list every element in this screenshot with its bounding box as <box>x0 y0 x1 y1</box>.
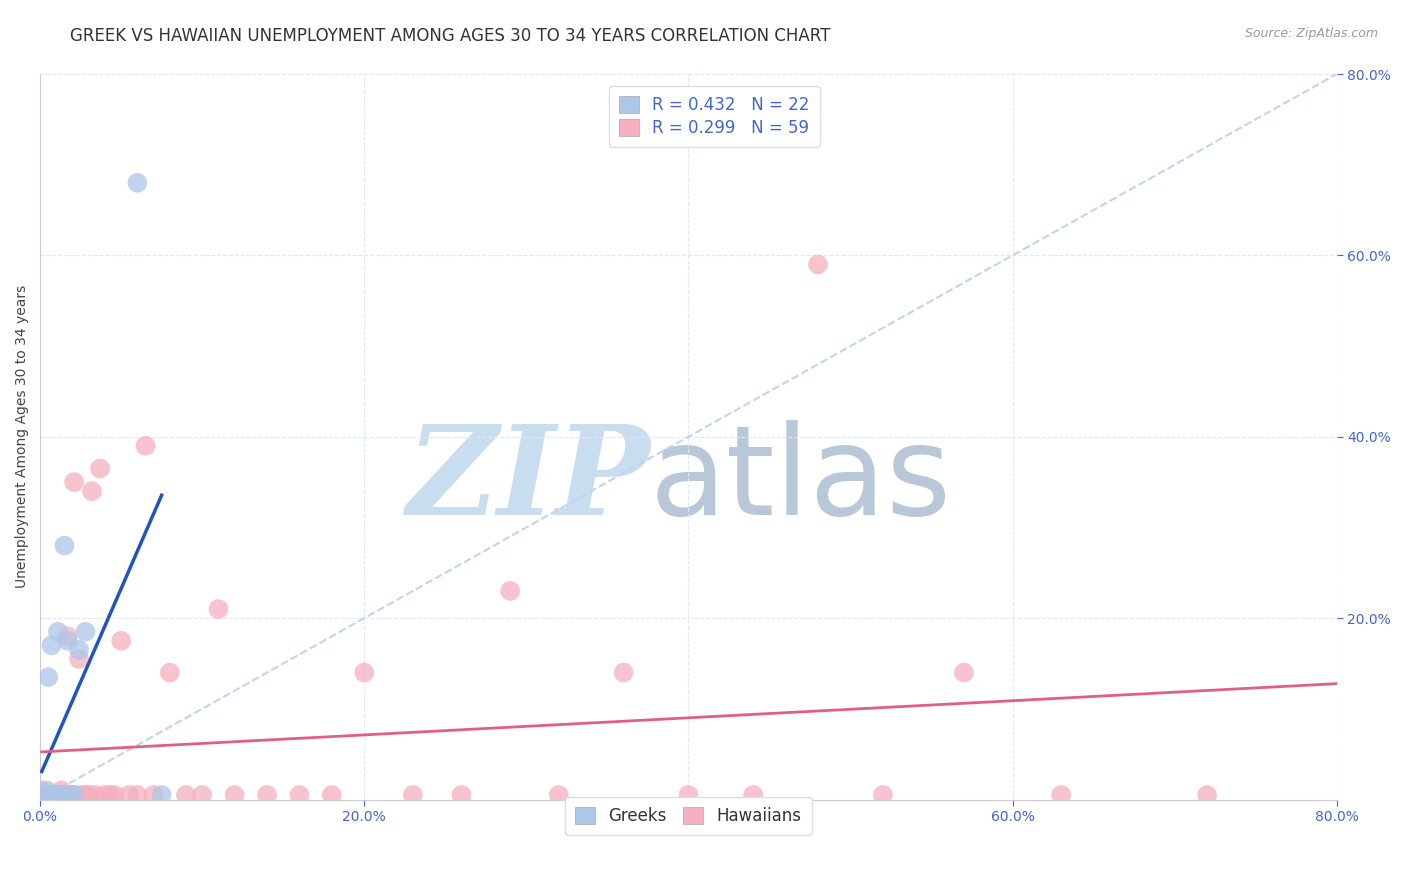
Point <box>51 783 73 797</box>
Point <box>499 583 522 598</box>
Point <box>89 461 111 475</box>
Point <box>67 652 90 666</box>
Point <box>45 788 67 802</box>
Point <box>41 788 63 802</box>
Point <box>127 176 149 190</box>
Point <box>55 788 77 802</box>
Point <box>75 624 97 639</box>
Text: Source: ZipAtlas.com: Source: ZipAtlas.com <box>1244 27 1378 40</box>
Point <box>53 539 76 553</box>
Point <box>53 788 76 802</box>
Point <box>48 788 70 802</box>
Point <box>42 788 65 802</box>
Point <box>118 788 141 802</box>
Point <box>46 624 69 639</box>
Point <box>34 788 56 802</box>
Point <box>224 788 246 802</box>
Point <box>70 788 93 802</box>
Point <box>450 788 472 802</box>
Point <box>56 629 79 643</box>
Point <box>48 788 70 802</box>
Y-axis label: Unemployment Among Ages 30 to 34 years: Unemployment Among Ages 30 to 34 years <box>15 285 30 589</box>
Point <box>45 788 67 802</box>
Point <box>56 633 79 648</box>
Point <box>32 788 55 802</box>
Point <box>31 788 53 802</box>
Point <box>150 788 173 802</box>
Point <box>37 788 59 802</box>
Point <box>1050 788 1073 802</box>
Point <box>42 788 65 802</box>
Point <box>32 788 55 802</box>
Point <box>38 788 60 802</box>
Point <box>321 788 343 802</box>
Point <box>159 665 181 680</box>
Point <box>37 670 59 684</box>
Point <box>37 788 59 802</box>
Point <box>742 788 765 802</box>
Point <box>174 788 197 802</box>
Point <box>288 788 311 802</box>
Point <box>80 484 103 499</box>
Point <box>44 788 66 802</box>
Point <box>63 788 86 802</box>
Point <box>191 788 214 802</box>
Point <box>62 788 84 802</box>
Point <box>59 788 82 802</box>
Point <box>207 602 229 616</box>
Point <box>59 788 82 802</box>
Point <box>953 665 976 680</box>
Point <box>256 788 278 802</box>
Point <box>402 788 425 802</box>
Point <box>127 788 149 802</box>
Point <box>142 788 165 802</box>
Point <box>31 783 53 797</box>
Point <box>46 788 69 802</box>
Point <box>41 638 63 652</box>
Point <box>678 788 700 802</box>
Point <box>38 788 60 802</box>
Point <box>77 788 100 802</box>
Point <box>134 439 156 453</box>
Point <box>104 788 127 802</box>
Point <box>51 788 73 802</box>
Point <box>98 788 121 802</box>
Point <box>52 788 75 802</box>
Point <box>31 788 53 802</box>
Point <box>75 788 97 802</box>
Point <box>65 788 87 802</box>
Point <box>58 788 80 802</box>
Point <box>63 475 86 489</box>
Text: atlas: atlas <box>650 420 952 541</box>
Point <box>94 788 117 802</box>
Point <box>110 633 132 648</box>
Point <box>1195 788 1218 802</box>
Text: GREEK VS HAWAIIAN UNEMPLOYMENT AMONG AGES 30 TO 34 YEARS CORRELATION CHART: GREEK VS HAWAIIAN UNEMPLOYMENT AMONG AGE… <box>70 27 831 45</box>
Point <box>807 257 830 271</box>
Legend: Greeks, Hawaiians: Greeks, Hawaiians <box>565 797 811 835</box>
Point <box>67 643 90 657</box>
Point <box>353 665 375 680</box>
Point <box>34 788 56 802</box>
Point <box>84 788 107 802</box>
Point <box>35 783 58 797</box>
Point <box>44 788 66 802</box>
Point <box>35 788 58 802</box>
Text: ZIP: ZIP <box>406 419 650 541</box>
Point <box>547 788 569 802</box>
Point <box>613 665 636 680</box>
Point <box>872 788 894 802</box>
